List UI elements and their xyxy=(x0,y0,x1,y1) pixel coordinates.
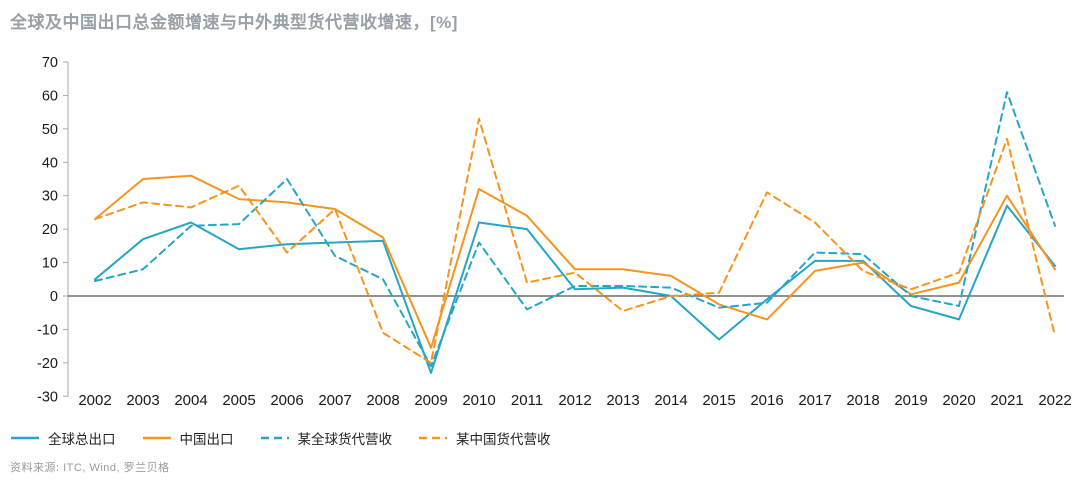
x-tick-label: 2014 xyxy=(654,392,687,409)
x-tick-label: 2017 xyxy=(798,392,831,409)
x-tick-label: 2012 xyxy=(558,392,591,409)
global-forwarder-revenue-line xyxy=(94,91,1056,368)
x-tick-label: 2007 xyxy=(318,392,351,409)
x-tick-label: 2018 xyxy=(846,392,879,409)
legend-swatch-china-forwarder-revenue xyxy=(419,436,447,440)
x-tick-label: 2003 xyxy=(126,392,159,409)
chart-legend: 全球总出口 中国出口 某全球货代营收 某中国货代营收 xyxy=(10,428,551,448)
x-tick-label: 2016 xyxy=(750,392,783,409)
legend-label-global-exports: 全球总出口 xyxy=(48,432,116,447)
x-tick-label: 2022 xyxy=(1038,392,1071,409)
legend-label-china-forwarder-revenue: 某中国货代营收 xyxy=(456,432,551,447)
x-tick-label: 2011 xyxy=(511,392,543,409)
legend-item-global-exports: 全球总出口 xyxy=(10,428,116,448)
y-tick-label: 0 xyxy=(50,289,58,305)
y-tick-label: 60 xyxy=(42,88,58,104)
source-note: 资料来源: ITC, Wind, 罗兰贝格 xyxy=(10,462,170,474)
x-tick-label: 2019 xyxy=(894,392,927,409)
legend-label-china-exports: 中国出口 xyxy=(179,432,234,447)
y-tick-label: -10 xyxy=(37,322,58,338)
y-tick-label: 30 xyxy=(42,189,58,205)
global-exports-line xyxy=(94,204,1056,374)
china-exports-line xyxy=(94,174,1056,349)
y-tick-label: 40 xyxy=(42,155,58,171)
y-tick-label: -20 xyxy=(37,356,58,372)
y-tick-label: 50 xyxy=(42,122,58,138)
legend-swatch-global-forwarder-revenue xyxy=(260,436,289,440)
x-tick-label: 2013 xyxy=(606,392,639,409)
x-tick-label: 2008 xyxy=(366,392,399,409)
y-tick-label: 10 xyxy=(42,256,58,272)
china-forwarder-revenue-line xyxy=(94,117,1056,364)
y-tick-label: -30 xyxy=(37,389,58,405)
x-tick-label: 2005 xyxy=(222,392,255,409)
x-tick-label: 2009 xyxy=(414,392,447,409)
legend-item-global-forwarder-revenue: 某全球货代营收 xyxy=(260,428,393,448)
x-tick-label: 2004 xyxy=(174,392,207,409)
x-tick-label: 2020 xyxy=(942,392,975,409)
legend-item-china-exports: 中国出口 xyxy=(142,428,234,448)
y-tick-label: 70 xyxy=(42,55,58,71)
x-tick-label: 2006 xyxy=(270,392,303,409)
x-tick-label: 2015 xyxy=(702,392,735,409)
legend-item-china-forwarder-revenue: 某中国货代营收 xyxy=(418,428,551,448)
x-tick-label: 2010 xyxy=(462,392,495,409)
legend-label-global-forwarder-revenue: 某全球货代营收 xyxy=(297,432,393,447)
x-tick-label: 2002 xyxy=(78,392,111,409)
x-tick-label: 2021 xyxy=(990,392,1023,409)
legend-swatch-china-exports xyxy=(142,436,171,440)
y-tick-label: 20 xyxy=(42,222,58,238)
chart-title: 全球及中国出口总金额增速与中外典型货代营收增速，[%] xyxy=(10,13,458,32)
legend-swatch-global-exports xyxy=(11,436,39,440)
